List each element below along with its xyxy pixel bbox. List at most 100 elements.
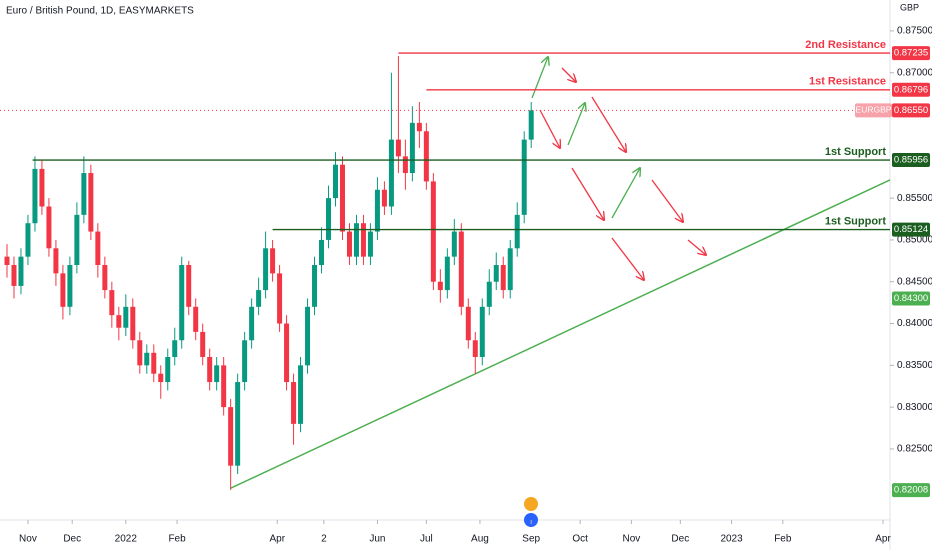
y-tick-label: 0.84000 — [897, 318, 932, 329]
candle-body — [109, 290, 115, 316]
arrow — [611, 168, 640, 219]
x-tick-label: 2022 — [115, 534, 138, 545]
candle-body — [130, 306, 136, 341]
price-badge-label: 0.87235 — [894, 48, 928, 59]
x-tick-label: Feb — [774, 534, 792, 545]
candle-body — [263, 248, 269, 291]
candle-body — [32, 168, 38, 224]
candle-body — [451, 231, 457, 257]
arrow — [591, 96, 626, 152]
candle-body — [367, 231, 373, 257]
candle-body — [193, 306, 199, 332]
projection-arrows — [531, 57, 706, 280]
candle-body — [291, 382, 297, 424]
candle-body — [486, 281, 492, 307]
candle-body — [60, 273, 66, 307]
x-tick-label: Jul — [420, 534, 433, 545]
candle-body — [228, 407, 234, 466]
candle-body — [360, 223, 366, 257]
y-tick-label: 0.83500 — [897, 360, 932, 371]
price-badge — [892, 222, 930, 237]
candle-body — [465, 306, 471, 341]
candle-body — [388, 139, 394, 207]
candle-body — [284, 323, 290, 383]
candle-body — [507, 248, 513, 291]
candle-body — [172, 340, 178, 357]
candle-body — [374, 189, 380, 232]
symbol-badge — [855, 103, 892, 118]
candle-body — [137, 340, 143, 366]
price-badge — [892, 82, 930, 97]
candle-body — [95, 231, 101, 266]
candle-body — [207, 356, 213, 383]
price-badge — [892, 103, 930, 118]
symbol-label: EURGBP — [856, 105, 892, 115]
arrow — [539, 109, 560, 148]
arrow — [611, 237, 644, 280]
y-tick-label: 0.83000 — [897, 402, 932, 413]
candle-body — [18, 256, 24, 286]
candle-body — [116, 315, 122, 328]
candle-body — [53, 248, 59, 274]
currency: GBP — [900, 2, 919, 12]
candle-body — [500, 265, 506, 291]
y-tick-label: 0.84500 — [897, 276, 932, 287]
x-tick-label: Apr — [269, 534, 285, 545]
x-tick-label: Oct — [572, 534, 588, 545]
candle-body — [528, 110, 534, 140]
arrow — [571, 167, 604, 220]
y-tick-label: 0.85000 — [897, 235, 932, 246]
price-badge-label: 0.84300 — [894, 293, 928, 304]
price-badge-label: 0.85124 — [894, 224, 928, 235]
candle-body — [437, 281, 443, 291]
candle-body — [395, 139, 401, 157]
arrow — [531, 57, 548, 99]
candle-body — [11, 265, 17, 286]
candle-body — [444, 256, 450, 291]
arrow — [567, 103, 585, 146]
candle-body — [353, 223, 359, 257]
price-badge-label: 0.86550 — [894, 105, 928, 116]
candle-body — [319, 239, 325, 266]
candle-body — [214, 365, 220, 383]
candle-body — [298, 365, 304, 424]
level-name: 2nd Resistance — [805, 39, 886, 51]
candle-body — [339, 164, 345, 232]
price-badge-label: 0.85956 — [894, 155, 928, 166]
candle-body — [277, 273, 283, 324]
level-name: 1st Support — [825, 215, 886, 227]
x-tick-label: Jun — [369, 534, 385, 545]
x-tick-label: Nov — [622, 534, 640, 545]
candle-body — [493, 265, 499, 282]
candle-body — [402, 156, 408, 174]
x-tick-label: Feb — [168, 534, 186, 545]
candle-body — [381, 189, 387, 207]
candle-body — [221, 365, 227, 408]
y-tick-label: 0.87500 — [897, 26, 932, 37]
level-name: 1st Resistance — [809, 76, 886, 88]
candle-body — [479, 306, 485, 357]
y-tick-label: 0.82500 — [897, 444, 932, 455]
icon — [524, 497, 538, 511]
candle-body — [270, 248, 276, 274]
x-tick-label: 2023 — [720, 534, 743, 545]
candle-body — [249, 306, 255, 341]
candle-body — [235, 382, 241, 466]
candle-body — [81, 173, 87, 215]
x-tick-label: Dec — [63, 534, 81, 545]
candle-body — [416, 122, 422, 132]
candle-body — [409, 122, 415, 174]
candle-body — [472, 340, 478, 357]
candle-body — [39, 168, 45, 207]
candle-body — [326, 198, 332, 240]
x-tick-label: 2 — [321, 534, 327, 545]
price-badge — [892, 291, 930, 306]
candle-body — [256, 290, 262, 307]
x-tick-label: Sep — [522, 534, 540, 545]
candle-body — [179, 265, 185, 341]
chart-title: Euro / British Pound, 1D, EASYMARKETS — [6, 6, 194, 17]
level-name: 1st Support — [825, 146, 886, 158]
arrow — [687, 239, 706, 255]
candle-body — [186, 265, 192, 307]
candle-body — [242, 340, 248, 383]
